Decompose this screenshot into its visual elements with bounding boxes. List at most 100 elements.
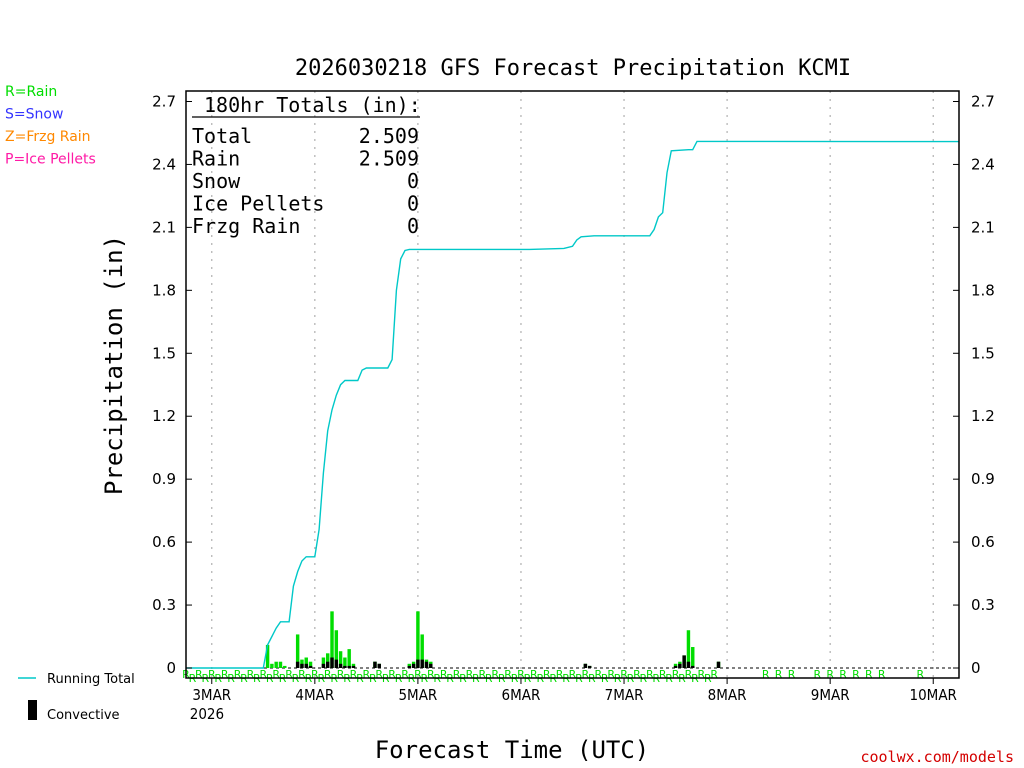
- convective-bar-22: [420, 659, 424, 668]
- convective-bar-20: [411, 663, 416, 668]
- ytick-label-right-2: 0.6: [971, 533, 995, 551]
- ptype-marker-11: R: [324, 668, 332, 681]
- ptype-marker-88: R: [839, 668, 847, 681]
- y-axis-title: Precipitation (in): [100, 235, 128, 495]
- ptype-marker-32: R: [594, 668, 602, 681]
- rain-bar-12: [334, 630, 339, 668]
- totals-row-label-2: Snow: [192, 169, 241, 193]
- ptype-marker-6: R: [259, 668, 267, 681]
- ptype-marker-35: R: [633, 668, 641, 681]
- ytick-label-left-1: 0.3: [152, 596, 176, 614]
- ptype-marker-84: R: [775, 668, 783, 681]
- convective-bar-16: [351, 665, 356, 668]
- rain-bar-15: [347, 649, 351, 668]
- ytick-label-right-6: 1.8: [971, 281, 995, 299]
- ptype-marker-30: R: [569, 668, 577, 681]
- rain-bar-9: [321, 657, 326, 668]
- ptype-marker-20: R: [440, 668, 448, 681]
- convective-bar-18: [377, 663, 381, 668]
- totals-row-value-4: 0: [407, 214, 419, 238]
- convective-bar-10: [325, 661, 330, 668]
- series-legend-label-1: Convective: [47, 708, 120, 723]
- convective-bar-26: [587, 665, 592, 668]
- ptype-marker-87: R: [826, 668, 834, 681]
- rain-bar-31: [691, 647, 695, 668]
- convective-bar-24: [429, 663, 433, 668]
- convective-bar-14: [343, 665, 347, 668]
- ptype-marker-25: R: [504, 668, 512, 681]
- xtick-label-6: 9MAR: [811, 686, 850, 704]
- ptype-marker-40: R: [698, 668, 706, 681]
- type-legend-item-2: Z=Frzg Rain: [5, 129, 91, 145]
- convective-bar-30: [686, 661, 691, 668]
- type-legend-item-0: R=Rain: [5, 84, 57, 100]
- rain-bar-5: [295, 634, 300, 668]
- xtick-label-0: 3MAR: [192, 686, 231, 704]
- ptype-marker-10: R: [311, 668, 319, 681]
- ptype-marker-33: R: [607, 668, 615, 681]
- ptype-marker-89: R: [852, 668, 860, 681]
- convective-bar-27: [673, 665, 678, 668]
- ptype-marker-38: R: [672, 668, 680, 681]
- type-legend-item-3: P=Ice Pellets: [5, 152, 96, 168]
- rain-bar-3: [278, 661, 283, 668]
- ytick-label-left-7: 2.1: [152, 218, 176, 236]
- ytick-label-left-0: 0: [166, 659, 176, 677]
- totals-row-value-0: 2.509: [359, 124, 419, 148]
- xtick-label-5: 8MAR: [708, 686, 747, 704]
- ptype-marker-17: R: [401, 668, 409, 681]
- totals-row-label-0: Total: [192, 124, 252, 148]
- ptype-marker-15: R: [375, 668, 383, 681]
- rain-bar-13: [338, 651, 343, 668]
- convective-bar-29: [682, 655, 686, 668]
- ptype-marker-27: R: [530, 668, 538, 681]
- rain-bar-11: [330, 611, 334, 668]
- ptype-marker-41: R: [710, 668, 718, 681]
- rain-bar-21: [416, 611, 420, 668]
- ytick-label-left-6: 1.8: [152, 281, 176, 299]
- totals-box: 180hr Totals (in): Total 2.509 Rain 2.509 Sno…: [192, 93, 421, 238]
- ytick-label-left-3: 0.9: [152, 470, 176, 488]
- ptype-marker-24: R: [491, 668, 499, 681]
- ytick-label-right-3: 0.9: [971, 470, 995, 488]
- convective-bar-17: [373, 661, 377, 668]
- convective-bar-21: [416, 659, 420, 668]
- rain-bar-4: [283, 665, 287, 668]
- ptype-marker-14: R: [363, 668, 371, 681]
- chart-title: 2026030218 GFS Forecast Precipitation KC…: [295, 56, 851, 81]
- ptype-marker-4: R: [234, 668, 242, 681]
- ptype-marker-91: R: [878, 668, 886, 681]
- ptype-marker-16: R: [388, 668, 396, 681]
- convective-bar-23: [424, 661, 429, 668]
- type-legend-item-1: S=Snow: [5, 107, 63, 123]
- xtick-label-2: 5MAR: [398, 686, 437, 704]
- ptype-marker-86: R: [813, 668, 821, 681]
- ytick-label-left-5: 1.5: [152, 344, 176, 362]
- convective-bar-19: [407, 665, 412, 668]
- ptype-marker-29: R: [556, 668, 564, 681]
- rain-bar-22: [420, 634, 424, 668]
- convective-bar-6: [300, 663, 304, 668]
- ptype-marker-21: R: [453, 668, 461, 681]
- convective-bar-11: [330, 657, 334, 668]
- convective-bar-28: [678, 663, 682, 668]
- gridlines: [186, 91, 959, 678]
- ytick-label-right-8: 2.4: [971, 155, 995, 173]
- ytick-label-left-4: 1.2: [152, 407, 176, 425]
- convective-bar-15: [347, 665, 351, 668]
- ptype-marker-12: R: [337, 668, 345, 681]
- ytick-label-left-2: 0.6: [152, 533, 176, 551]
- xtick-label-7: 10MAR: [910, 686, 957, 704]
- totals-header: 180hr Totals (in):: [204, 93, 421, 117]
- precip-bars: [265, 611, 721, 668]
- ptype-marker-8: R: [285, 668, 293, 681]
- ptype-marker-1: R: [195, 668, 203, 681]
- ptype-marker-90: R: [865, 668, 873, 681]
- xtick-label-4: 7MAR: [605, 686, 644, 704]
- ptype-marker-28: R: [543, 668, 551, 681]
- series-legend-label-0: Running Total: [47, 672, 135, 687]
- xtick-label-1: 4MAR: [295, 686, 334, 704]
- ytick-label-right-4: 1.2: [971, 407, 995, 425]
